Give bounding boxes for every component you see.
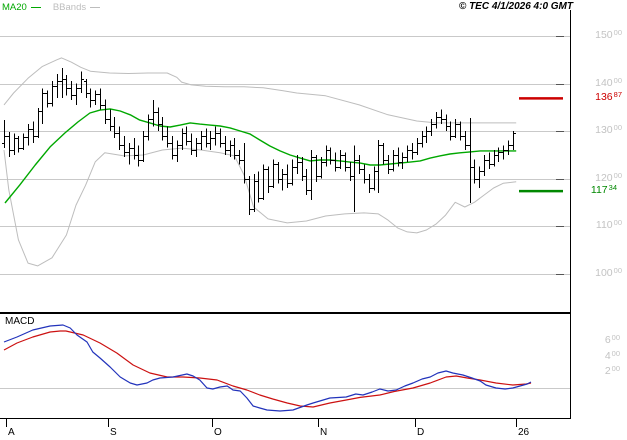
- bbands-sample-line-icon: [90, 7, 101, 8]
- panel-separator: [0, 312, 571, 314]
- legend-bbands-label: BBands: [52, 2, 87, 13]
- copyright-text: © TEC 4/1/2026 4:0 GMT: [458, 1, 573, 12]
- macd-line: [3, 324, 532, 412]
- legend-ma20-label: MA20: [2, 2, 27, 13]
- ma20-sample-line-icon: [30, 7, 41, 8]
- bollinger-lower-line: [3, 147, 517, 267]
- indicator-legend: MA20 BBands: [2, 2, 104, 13]
- ma20-line: [4, 108, 517, 204]
- candlesticks: [2, 67, 516, 216]
- macd-panel-label: MACD: [5, 316, 35, 327]
- bollinger-upper-line: [3, 57, 517, 124]
- macd-signal-line: [3, 330, 532, 408]
